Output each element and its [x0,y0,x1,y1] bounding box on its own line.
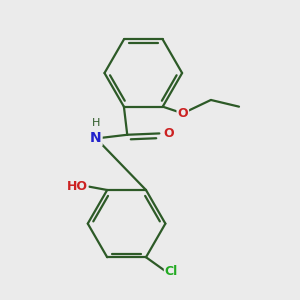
Text: N: N [90,131,102,145]
Text: O: O [164,127,174,140]
Text: O: O [178,107,188,120]
Text: H: H [92,118,100,128]
Text: HO: HO [67,180,88,193]
Text: Cl: Cl [165,266,178,278]
